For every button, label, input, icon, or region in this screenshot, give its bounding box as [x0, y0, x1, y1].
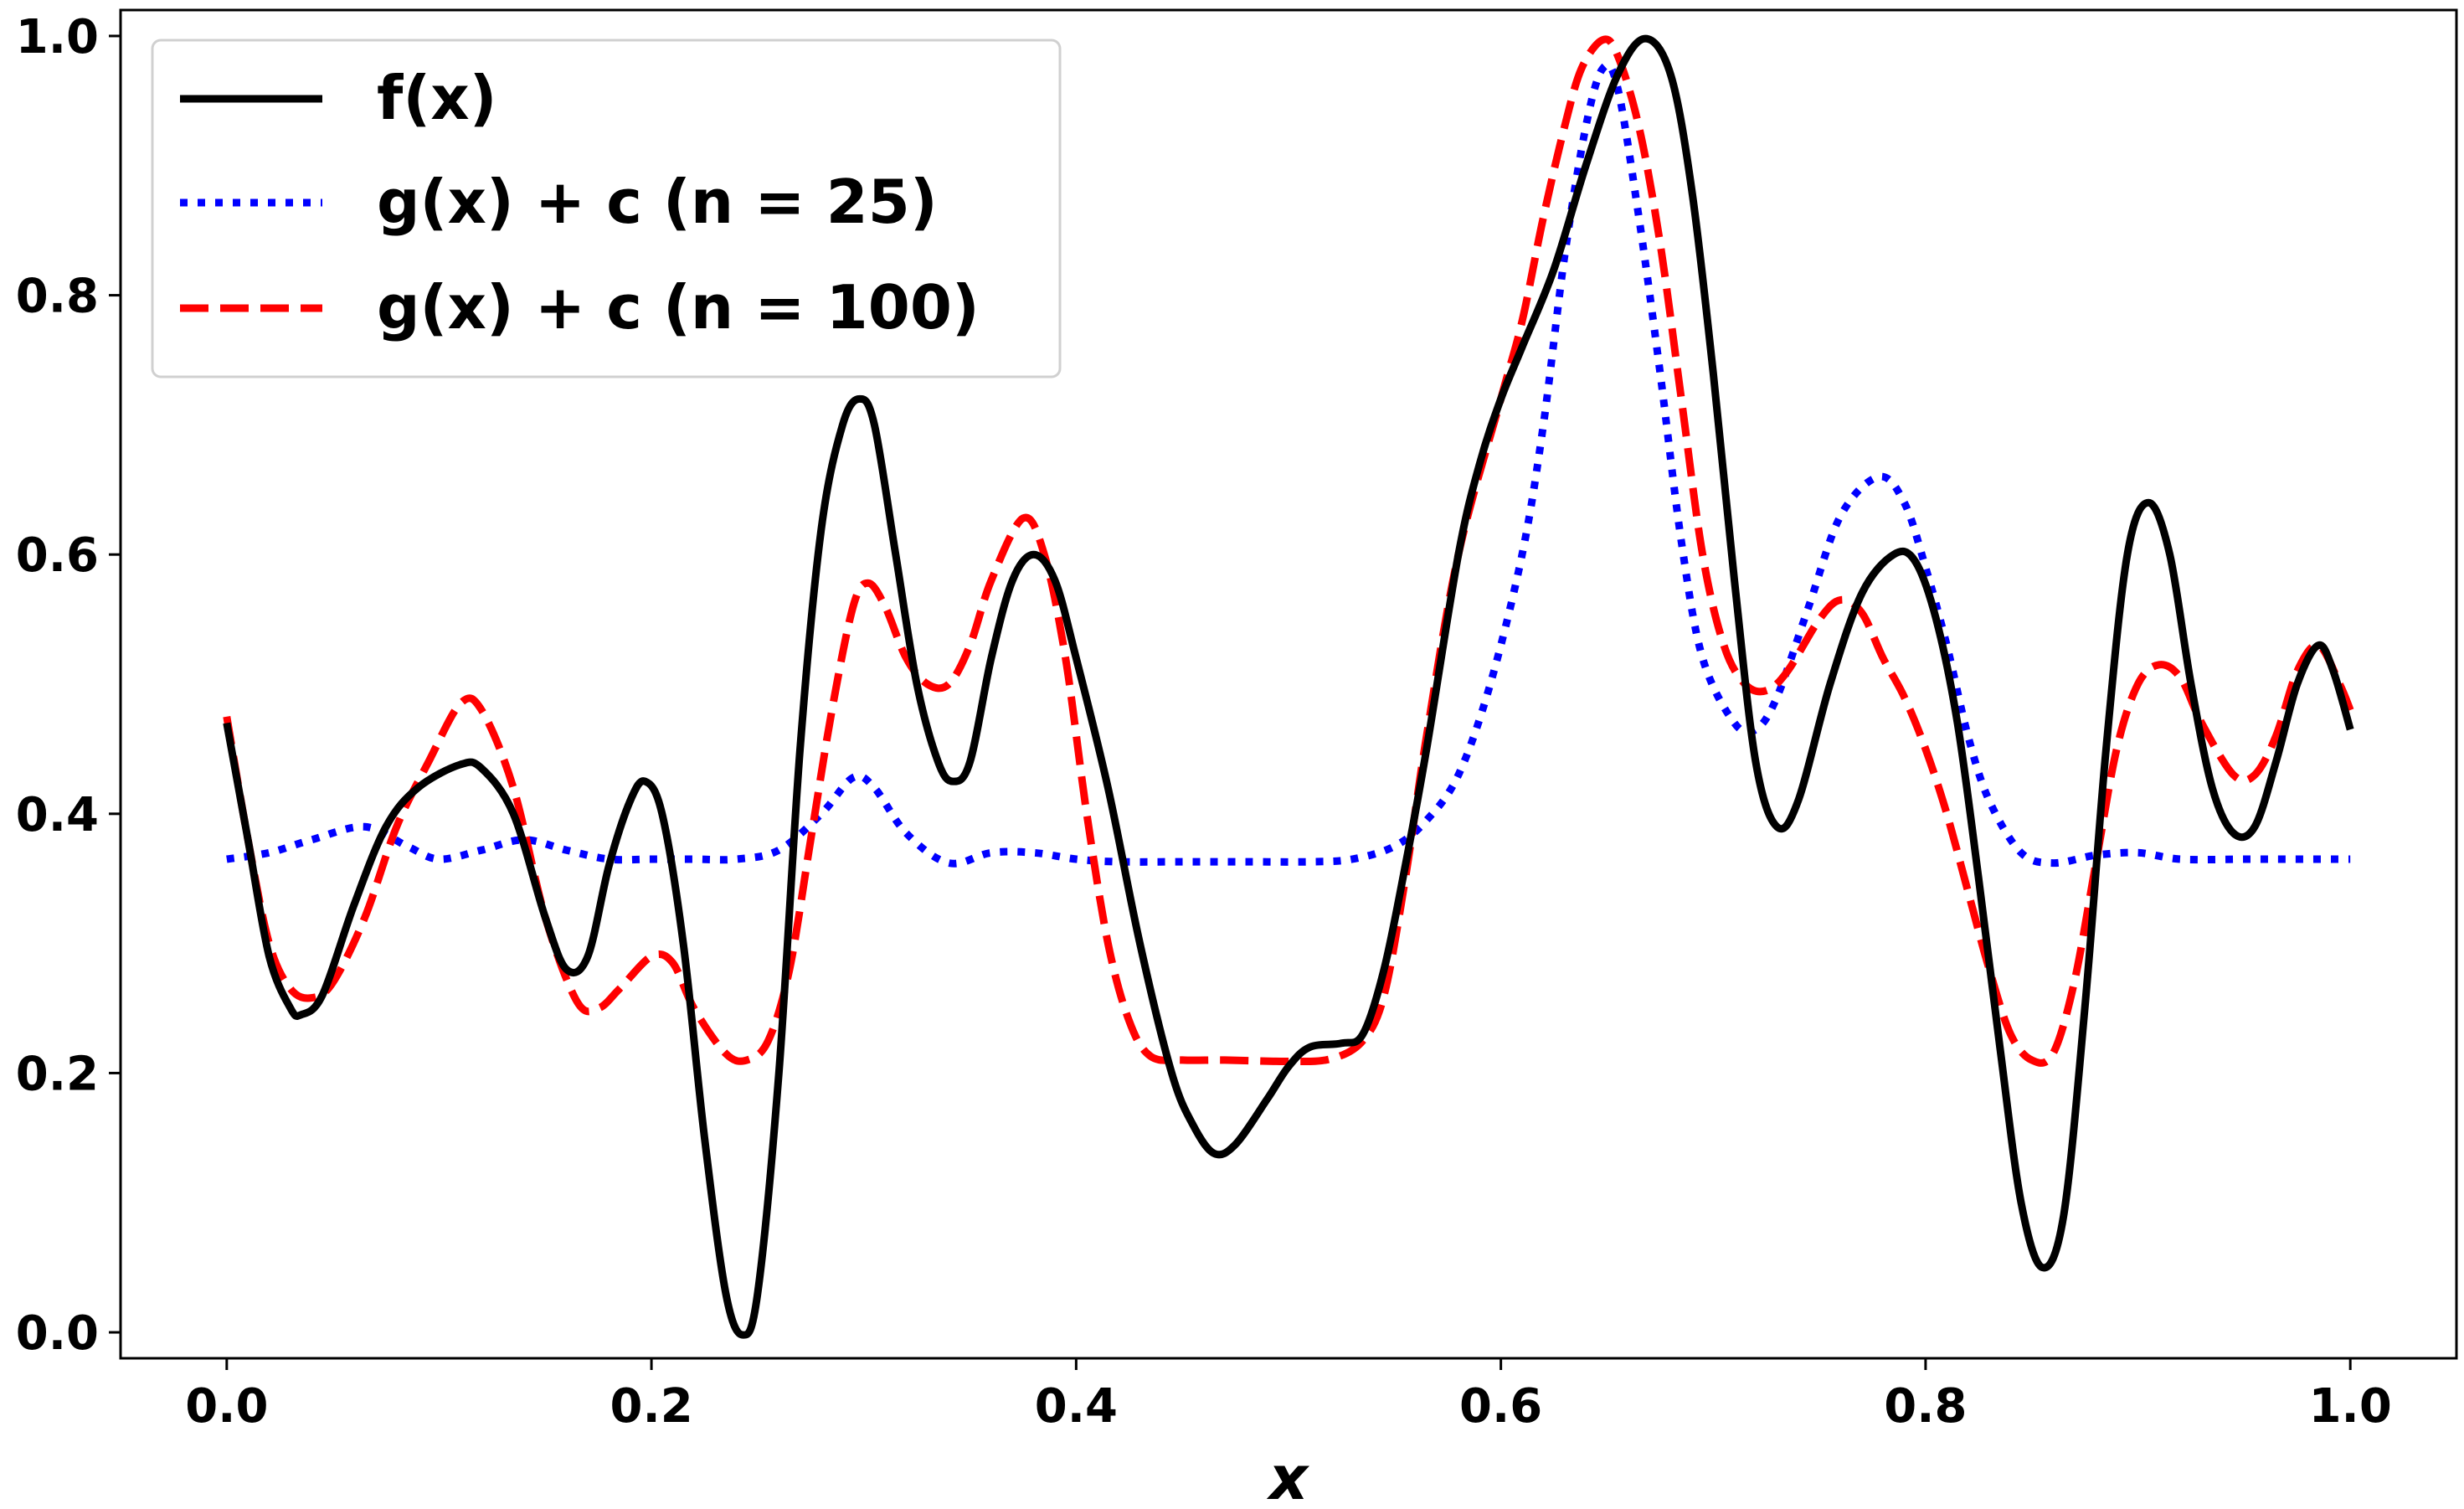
y-tick-label: 0.4	[16, 788, 99, 842]
x-axis-label: x	[1267, 1443, 1310, 1509]
series-line-2	[223, 35, 2354, 1067]
y-axis: 0.0 0.2 0.4 0.6 0.8 1.0	[16, 10, 121, 1361]
legend: f(x) g(x) + c (n = 25) g(x) + c (n = 100…	[151, 39, 1062, 379]
y-tick-label: 0.0	[16, 1306, 99, 1361]
plot-frame	[119, 8, 2458, 1360]
y-tick-label: 0.8	[16, 270, 99, 324]
series-line-1	[226, 61, 2351, 868]
x-tick-label: 0.0	[185, 1379, 268, 1434]
legend-box	[151, 39, 1062, 379]
series-line-0	[223, 34, 2354, 1339]
x-tick-label: 0.8	[1884, 1379, 1967, 1434]
legend-label-n100: g(x) + c (n = 100)	[377, 272, 980, 342]
x-tick-label: 1.0	[2309, 1379, 2392, 1434]
x-tick-label: 0.2	[610, 1379, 692, 1434]
legend-label-n25: g(x) + c (n = 25)	[377, 167, 938, 237]
plot-lines	[223, 34, 2354, 1339]
y-tick-label: 0.2	[16, 1047, 99, 1101]
legend-label-f: f(x)	[377, 63, 497, 133]
y-tick-label: 1.0	[16, 10, 99, 64]
x-tick-label: 0.4	[1035, 1379, 1118, 1434]
x-tick-label: 0.6	[1459, 1379, 1542, 1434]
y-tick-label: 0.6	[16, 528, 99, 583]
x-axis: 0.0 0.2 0.4 0.6 0.8 1.0	[185, 1358, 2392, 1434]
